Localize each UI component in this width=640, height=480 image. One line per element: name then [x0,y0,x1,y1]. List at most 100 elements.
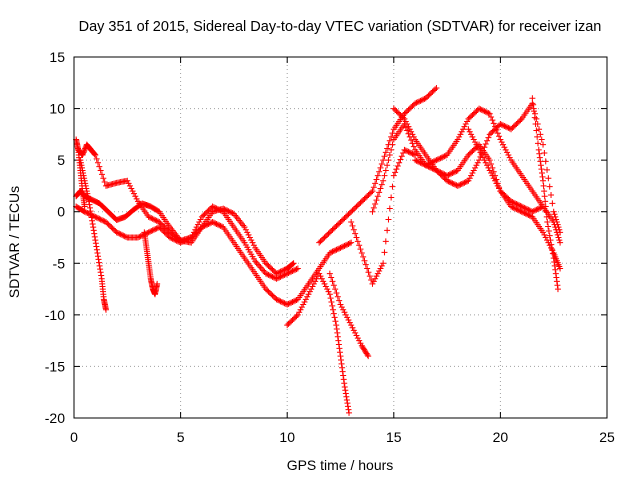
data-point [117,231,124,238]
data-point [413,99,420,106]
data-point [91,230,98,237]
data-point [502,123,509,130]
y-tick-label: -20 [45,410,65,426]
data-point [348,322,355,329]
data-point [409,150,416,157]
data-point [557,239,564,246]
data-point [404,108,411,115]
data-point [168,235,175,242]
data-point [389,130,396,137]
data-point [357,246,364,253]
data-point [524,211,531,218]
data-point [478,151,485,158]
data-point [368,189,375,196]
data-point [288,318,295,325]
data-point [256,262,263,269]
data-point [152,226,159,233]
data-point [364,265,371,272]
data-point [530,108,537,115]
data-point [336,220,343,227]
data-point [150,216,157,223]
data-point [412,100,419,107]
data-point [114,229,121,236]
data-point [86,204,93,211]
data-point [444,177,451,184]
data-point [441,153,448,160]
data-point [481,108,488,115]
data-point [398,153,405,160]
data-point [536,150,543,157]
data-point [412,151,419,158]
data-point [328,228,335,235]
data-point [422,162,429,169]
data-point [426,164,433,171]
data-point [408,137,415,144]
data-point [433,84,440,91]
data-point [385,157,392,164]
data-point [401,115,408,122]
data-point [97,266,104,273]
data-point [434,168,441,175]
data-point [469,170,476,177]
data-point [333,326,340,333]
data-point [340,216,347,223]
data-point [346,319,353,326]
data-point [358,249,365,256]
data-point [517,202,524,209]
data-point [336,349,343,356]
data-point [326,229,333,236]
data-point [444,172,451,179]
data-point [342,311,349,318]
x-tick-label: 0 [70,429,78,445]
data-point [353,234,360,241]
data-point [493,180,500,187]
data-point [353,332,360,339]
data-point [540,229,547,236]
data-point [120,232,127,239]
data-point [268,265,275,272]
data-point [254,261,261,268]
data-point [335,337,342,344]
data-point [461,123,468,130]
data-point [430,158,437,165]
data-point [170,236,177,243]
y-tick-label: -10 [45,307,65,323]
data-point [376,189,383,196]
data-point [553,278,560,285]
data-point [145,213,152,220]
data-point [372,180,379,187]
data-point [512,200,519,207]
data-point [285,269,292,276]
data-point [402,147,409,154]
data-point [96,215,103,222]
data-point [437,169,444,176]
data-point [378,161,385,168]
data-point [402,118,409,125]
data-point [269,273,276,280]
data-point [181,237,188,244]
data-point [100,175,107,182]
data-point [273,275,280,282]
data-point [206,206,213,213]
data-point [348,208,355,215]
data-point [410,151,417,158]
data-point [513,206,520,213]
data-point [149,227,156,234]
data-point [466,128,473,135]
data-point [506,125,513,132]
data-point [377,164,384,171]
data-point [318,275,325,282]
data-point [485,110,492,117]
data-point [98,171,105,178]
data-point [537,162,544,169]
data-point [245,231,252,238]
data-point [339,364,346,371]
data-point [109,225,116,232]
data-point [301,298,308,305]
data-point [412,157,419,164]
data-point [164,226,171,233]
data-point [442,152,449,159]
data-point [552,266,559,273]
data-point [333,246,340,253]
data-point [93,243,100,250]
